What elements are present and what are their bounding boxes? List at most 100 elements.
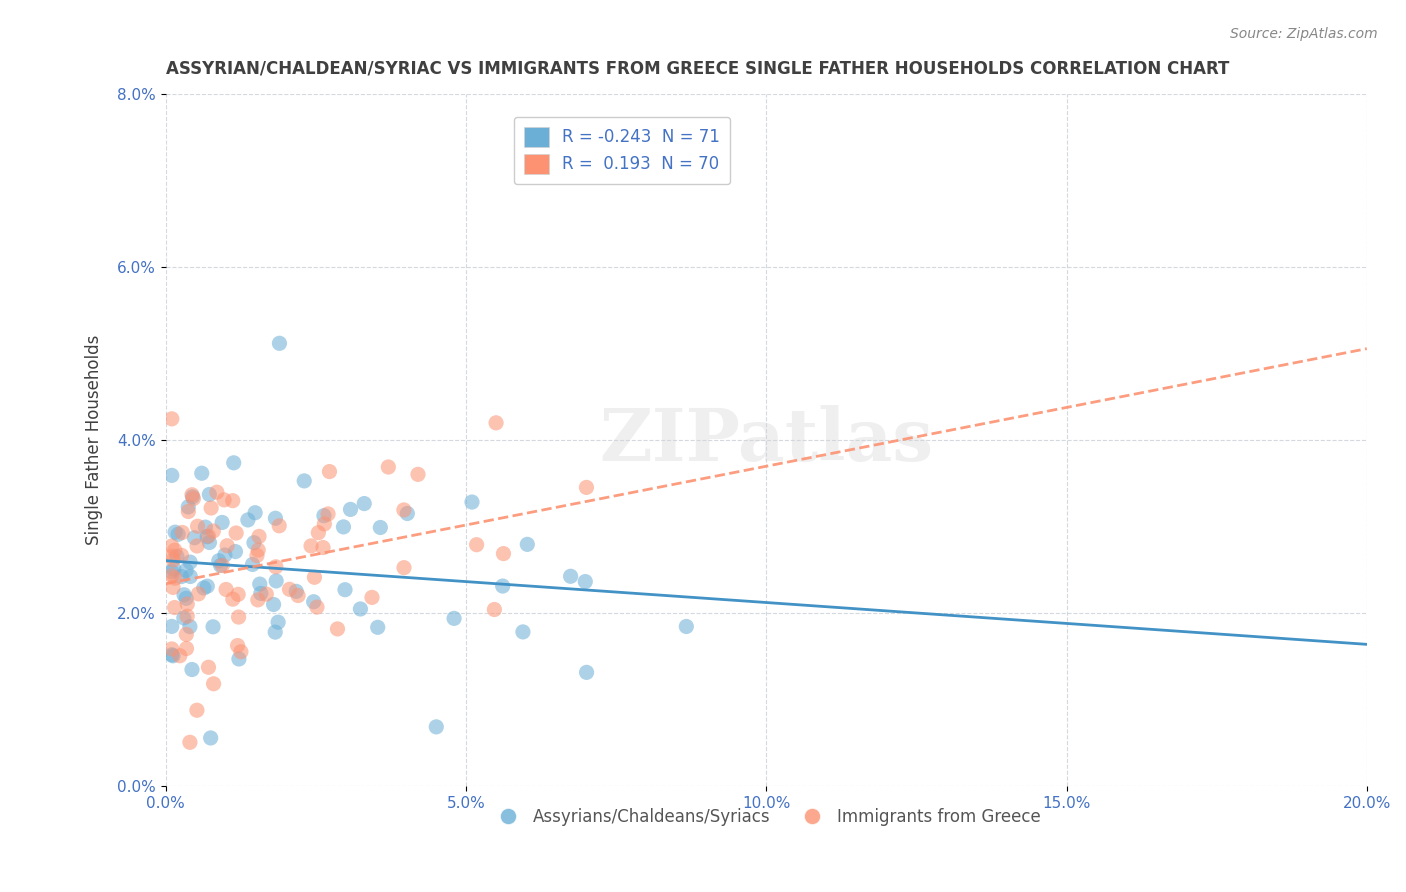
Point [485,416,508,430]
Point [264,511,287,525]
Point [163,600,186,615]
Point [312,541,335,555]
Point [177,504,200,518]
Point [160,549,183,564]
Point [165,525,187,540]
Point [195,530,218,544]
Point [163,562,186,576]
Point [377,460,399,475]
Point [269,336,291,351]
Point [465,538,488,552]
Point [209,558,232,573]
Point [162,553,184,567]
Point [193,581,215,595]
Point [181,663,204,677]
Point [267,615,290,630]
Point [243,506,266,520]
Point [302,595,325,609]
Point [200,501,222,516]
Point [187,519,209,533]
Point [222,592,245,607]
Point [162,648,184,663]
Point [181,488,204,502]
Point [304,570,326,584]
Point [179,735,201,749]
Point [269,518,291,533]
Point [181,490,204,504]
Point [190,467,212,481]
Point [198,487,221,501]
Point [392,503,415,517]
Point [250,586,273,600]
Point [312,508,335,523]
Point [316,507,339,521]
Point [675,619,697,633]
Point [367,620,389,634]
Point [443,611,465,625]
Point [173,611,195,625]
Point [333,582,356,597]
Point [226,587,249,601]
Point [575,480,598,494]
Point [211,516,233,530]
Point [198,535,221,549]
Point [228,610,250,624]
Point [163,543,186,558]
Point [574,574,596,589]
Point [512,624,534,639]
Point [170,549,193,563]
Point [278,582,301,597]
Point [197,660,219,674]
Point [226,639,249,653]
Point [247,543,270,558]
Point [179,555,201,569]
Point [247,529,270,543]
Point [326,622,349,636]
Point [202,524,225,538]
Point [264,625,287,640]
Point [318,465,340,479]
Point [166,549,188,564]
Point [174,591,197,606]
Point [176,609,198,624]
Point [169,648,191,663]
Legend: Assyrians/Chaldeans/Syriacs, Immigrants from Greece: Assyrians/Chaldeans/Syriacs, Immigrants … [485,801,1047,833]
Point [186,539,208,553]
Point [263,598,285,612]
Point [179,569,201,583]
Point [202,620,225,634]
Point [225,526,247,541]
Point [172,525,194,540]
Point [425,720,447,734]
Point [243,535,266,549]
Point [187,587,209,601]
Point [160,565,183,579]
Point [249,577,271,591]
Point [314,516,336,531]
Point [396,507,419,521]
Point [246,549,269,563]
Point [197,529,219,543]
Text: ZIPatlas: ZIPatlas [599,405,934,475]
Point [264,574,287,588]
Point [299,539,322,553]
Point [222,493,245,508]
Point [575,665,598,680]
Y-axis label: Single Father Households: Single Father Households [86,334,103,545]
Point [361,591,384,605]
Point [167,527,190,541]
Point [492,547,515,561]
Point [339,502,361,516]
Point [160,568,183,582]
Point [264,559,287,574]
Point [176,627,198,641]
Point [160,642,183,657]
Point [217,539,239,553]
Point [242,558,264,572]
Point [246,593,269,607]
Point [211,558,233,573]
Point [406,467,429,482]
Point [186,703,208,717]
Point [484,602,506,616]
Point [163,571,186,585]
